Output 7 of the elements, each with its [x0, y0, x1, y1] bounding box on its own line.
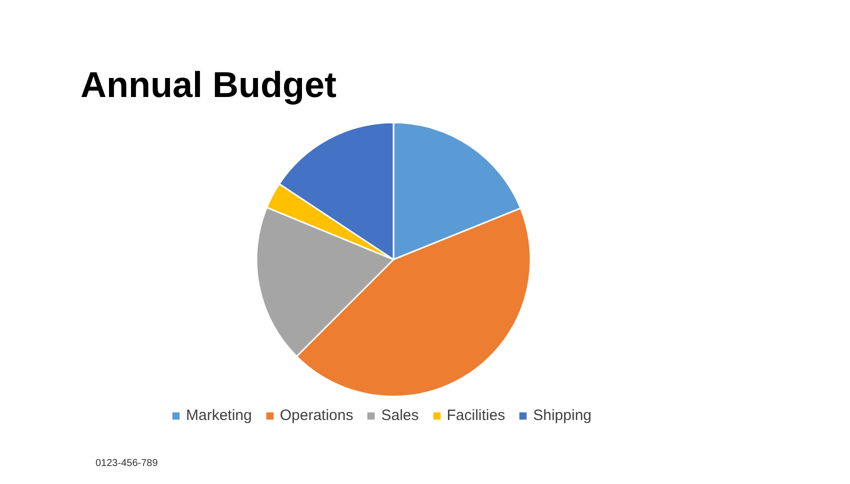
- legend-label: Facilities: [446, 407, 506, 424]
- legend-label: Marketing: [186, 407, 252, 424]
- legend-label: Sales: [381, 407, 419, 424]
- text: 0123-456-789: [96, 458, 158, 469]
- chart-title: Annual Budget: [80, 64, 336, 105]
- legend-label: Operations: [280, 407, 354, 424]
- legend-label: Shipping: [533, 407, 592, 424]
